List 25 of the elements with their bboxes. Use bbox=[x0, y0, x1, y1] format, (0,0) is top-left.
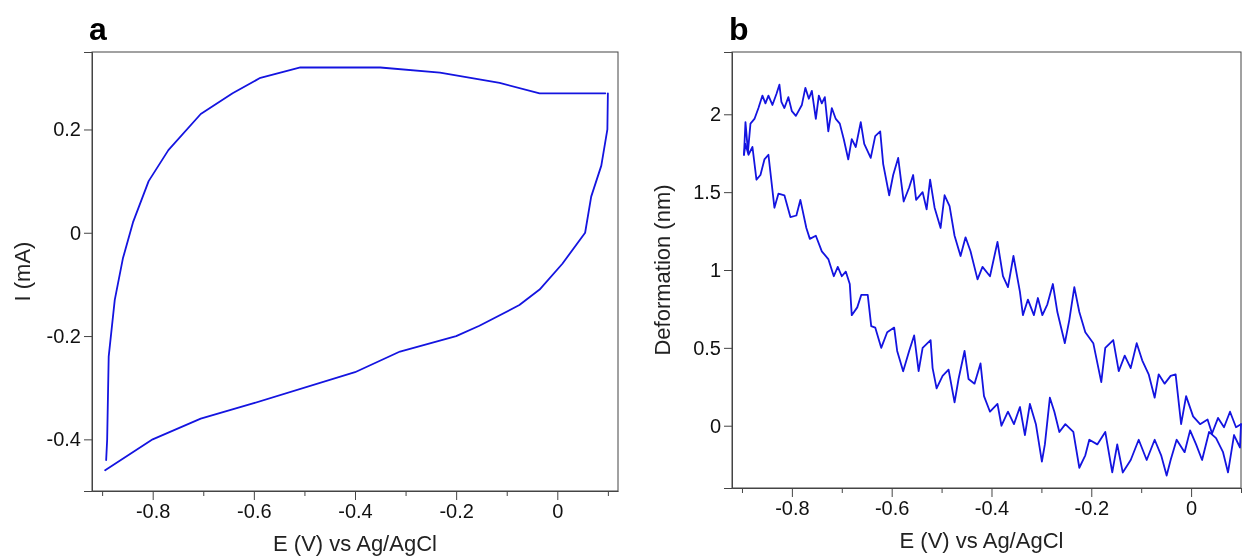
x-tick-label: -0.4 bbox=[974, 497, 1010, 520]
x-tick-label: -0.4 bbox=[338, 500, 373, 523]
x-tick-label: -0.2 bbox=[439, 500, 474, 523]
x-axis-title: E (V) vs Ag/AgCl bbox=[273, 531, 437, 556]
y-tick-label: -0.4 bbox=[46, 428, 81, 451]
y-axis-title: Deformation (nm) bbox=[650, 184, 675, 356]
x-tick-label: -0.6 bbox=[237, 500, 272, 523]
x-tick-label: -0.8 bbox=[135, 500, 171, 523]
x-tick-label: 0 bbox=[552, 500, 564, 523]
y-tick-label: -0.2 bbox=[46, 324, 81, 347]
y-tick-label: 1.5 bbox=[693, 181, 721, 204]
x-tick-label: -0.8 bbox=[775, 497, 810, 520]
chart-title: a bbox=[89, 11, 107, 47]
chart-title: b bbox=[729, 11, 749, 47]
y-tick-label: 0.2 bbox=[53, 118, 81, 141]
x-axis-title: E (V) vs Ag/AgCl bbox=[899, 528, 1064, 553]
x-tick-label: -0.2 bbox=[1074, 497, 1110, 520]
y-axis-title: I (mA) bbox=[10, 241, 35, 302]
y-tick-label: 2 bbox=[709, 103, 721, 126]
y-tick-label: 0.5 bbox=[693, 336, 721, 359]
y-tick-label: 1 bbox=[709, 258, 721, 281]
x-tick-label: 0 bbox=[1186, 497, 1198, 520]
y-tick-label: 0 bbox=[69, 221, 81, 244]
y-tick-label: 0 bbox=[709, 414, 721, 437]
x-tick-label: -0.6 bbox=[874, 497, 910, 520]
